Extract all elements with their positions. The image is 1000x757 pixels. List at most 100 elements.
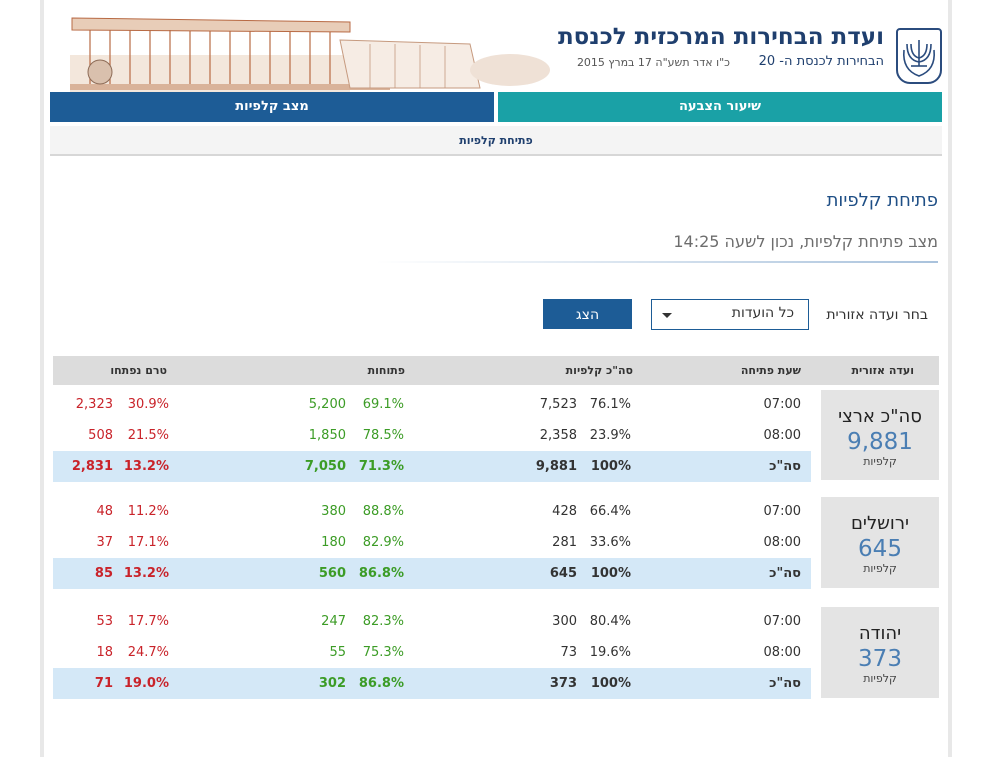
election-subtitle: הבחירות לכנסת ה- 20 [758,54,884,69]
table-row: 07:00 76.1% 7,523 69.1% 5,200 30.9% 2,32… [53,389,939,420]
opened-percent: 86.8% [358,676,404,691]
opened-percent: 82.9% [362,535,404,550]
total-count: 73 [560,645,577,660]
table-row: 08:00 23.9% 2,358 78.5% 1,850 21.5% 508 [53,420,939,451]
show-button[interactable]: הצג [543,299,632,329]
not-opened-percent: 30.9% [127,397,169,412]
table-row: 08:00 33.6% 281 82.9% 180 17.1% 37 [53,527,939,558]
total-label: סה"כ [769,459,801,474]
opened-count: 560 [318,566,346,581]
opened-count: 5,200 [308,397,346,412]
open-time: 07:00 [763,397,801,412]
not-opened-percent: 24.7% [127,645,169,660]
main-tabs: שיעור הצבעה מצב קלפיות [50,92,942,122]
opened-count: 302 [318,676,346,691]
total-percent: 66.4% [589,504,631,519]
not-opened-percent: 21.5% [127,428,169,443]
region-select[interactable]: כל הועדות [651,299,809,330]
total-count: 300 [552,614,577,629]
subnav-link-opening[interactable]: פתיחת קלפיות [459,134,533,147]
election-date: כ"ו אדר תשע"ה 17 במרץ 2015 [576,56,730,69]
region-filter-label: בחר ועדה אזורית [826,307,928,323]
total-percent: 100% [590,676,631,691]
open-time: 08:00 [763,645,801,660]
header-region: ועדה אזורית [851,364,914,377]
table-header: ועדה אזורית שעת פתיחה סה"כ קלפיות פתוחות… [53,356,939,385]
region-count: 645 [858,536,902,562]
opened-percent: 71.3% [358,459,404,474]
region-box-judea: יהודה 373 קלפיות [821,607,939,698]
region-count: 9,881 [847,429,913,455]
sub-navigation: פתיחת קלפיות [50,126,942,156]
open-time: 07:00 [763,504,801,519]
table-total-row: סה"כ 100% 9,881 71.3% 7,050 13.2% 2,831 [53,451,811,482]
not-opened-percent: 19.0% [123,676,169,691]
not-opened-percent: 13.2% [123,459,169,474]
not-opened-percent: 11.2% [127,504,169,519]
tab-polling-status[interactable]: מצב קלפיות [50,92,494,122]
opened-count: 247 [321,614,346,629]
total-percent: 19.6% [589,645,631,660]
open-time: 08:00 [763,428,801,443]
chevron-down-icon [662,313,672,318]
total-label: סה"כ [769,566,801,581]
total-percent: 23.9% [589,428,631,443]
region-name: ירושלים [850,513,910,534]
page-subtitle: מצב פתיחת קלפיות, נכון לשעה 14:25 [673,232,938,251]
total-percent: 100% [590,566,631,581]
region-name: יהודה [858,623,902,644]
region-box-jerusalem: ירושלים 645 קלפיות [821,497,939,588]
opened-count: 380 [321,504,346,519]
not-opened-count: 2,323 [75,397,113,412]
not-opened-count: 71 [94,676,113,691]
committee-title: ועדת הבחירות המרכזית לכנסת [557,24,884,50]
total-count: 645 [549,566,577,581]
region-unit: קלפיות [863,672,897,685]
page-title: פתיחת קלפיות [826,190,938,211]
header-opened: פתוחות [367,364,405,377]
not-opened-count: 85 [94,566,113,581]
opened-percent: 78.5% [362,428,404,443]
header-total: סה"כ קלפיות [565,364,633,377]
header-open-time: שעת פתיחה [740,364,801,377]
opened-count: 180 [321,535,346,550]
table-total-row: סה"כ 100% 373 86.8% 302 19.0% 71 [53,668,811,699]
total-percent: 100% [590,459,631,474]
total-percent: 33.6% [589,535,631,550]
total-count: 2,358 [539,428,577,443]
table-row: 08:00 19.6% 73 75.3% 55 24.7% 18 [53,637,939,668]
opened-percent: 86.8% [358,566,404,581]
tab-turnout[interactable]: שיעור הצבעה [498,92,942,122]
region-count: 373 [858,646,902,672]
opened-percent: 82.3% [362,614,404,629]
open-time: 08:00 [763,535,801,550]
not-opened-count: 18 [96,645,113,660]
opened-percent: 75.3% [362,645,404,660]
table-row: 07:00 80.4% 300 82.3% 247 17.7% 53 [53,606,939,637]
total-count: 9,881 [535,459,577,474]
not-opened-count: 37 [96,535,113,550]
region-unit: קלפיות [863,455,897,468]
open-time: 07:00 [763,614,801,629]
not-opened-count: 48 [96,504,113,519]
total-percent: 76.1% [589,397,631,412]
opened-percent: 88.8% [362,504,404,519]
region-unit: קלפיות [863,562,897,575]
total-label: סה"כ [769,676,801,691]
site-header: ועדת הבחירות המרכזית לכנסת הבחירות לכנסת… [50,0,942,92]
not-opened-percent: 17.7% [127,614,169,629]
state-emblem-icon [896,28,942,84]
total-count: 7,523 [539,397,577,412]
total-count: 281 [552,535,577,550]
knesset-building-illustration [50,0,550,92]
not-opened-count: 508 [88,428,113,443]
region-select-value: כל הועדות [731,305,794,321]
region-box-national: סה"כ ארצי 9,881 קלפיות [821,390,939,480]
region-name: סה"כ ארצי [838,406,922,427]
table-total-row: סה"כ 100% 645 86.8% 560 13.2% 85 [53,558,811,589]
total-count: 428 [552,504,577,519]
not-opened-percent: 17.1% [127,535,169,550]
not-opened-percent: 13.2% [123,566,169,581]
opened-percent: 69.1% [362,397,404,412]
opened-count: 7,050 [304,459,346,474]
